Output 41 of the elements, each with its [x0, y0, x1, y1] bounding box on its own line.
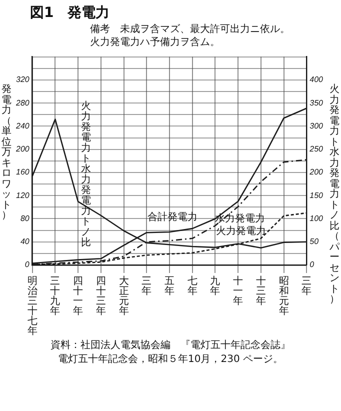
series-label: 合計発電力	[148, 211, 198, 224]
y-tick-label: 0	[24, 260, 30, 270]
y-tick-label: 80	[20, 214, 30, 223]
x-tick-label: 三年	[142, 276, 152, 297]
text: 電灯五十年記念会，昭和５年10月，230 ページ。	[57, 352, 284, 366]
x-tick-label: 大正元年	[118, 274, 129, 317]
y2-tick-label: 150	[310, 190, 324, 200]
x-tick-label: 三十九年	[50, 276, 60, 317]
x-tick-label: 七年	[187, 274, 198, 297]
y2-tick-label: 100	[310, 214, 324, 223]
y-tick-label: 280	[14, 98, 30, 108]
y2-tick-label: 0	[310, 260, 315, 270]
y-tick-label: 120	[16, 190, 30, 200]
y-tick-label: 240	[14, 121, 30, 130]
y-tick-label: 160	[16, 168, 30, 177]
x-tick-label: 五年	[164, 276, 174, 297]
y-tick-label: 320	[16, 75, 30, 84]
y2-tick-label: 50	[310, 237, 320, 246]
x-tick-label: 三年	[302, 276, 312, 297]
chart-subtitle: 備考 未成ヲ含マズ、最大許可出力ニ依ル。火力発電力ハ予備力ヲ含ム。	[90, 24, 290, 49]
x-tick-label: 明治三十七年	[27, 276, 38, 337]
series-label: 水力発電力	[215, 212, 266, 225]
y-tick-label: 40	[20, 237, 30, 246]
y2-tick-label: 300	[310, 121, 324, 130]
text: 火力発電力ト水力発電力トノ比	[81, 101, 92, 249]
y2-tick-label: 350	[310, 98, 324, 108]
text: 火力発電力ト水力発電力トノ比（パーセント）	[330, 84, 340, 305]
x-tick-label: 四十一年	[73, 276, 84, 317]
chart-title: 図1 発電力	[29, 4, 111, 22]
text: 資料：社団法人電気協会編 『電灯五十年記念会誌』	[50, 339, 292, 352]
x-tick-label: 十一年	[233, 274, 244, 307]
x-tick-label: 昭和元年	[278, 276, 289, 317]
y2-tick-label: 400	[310, 75, 324, 84]
x-tick-label: 四十三年	[96, 276, 106, 317]
x-tick-label: 十三年	[256, 274, 266, 307]
y2-tick-label: 250	[308, 144, 324, 154]
x-tick-label: 九年	[210, 274, 220, 297]
text: 発電力（単位万キロワット）	[2, 84, 12, 221]
y-tick-label: 200	[14, 144, 30, 154]
y2-tick-label: 200	[308, 168, 324, 177]
series-label: 火力発電力	[216, 225, 266, 238]
